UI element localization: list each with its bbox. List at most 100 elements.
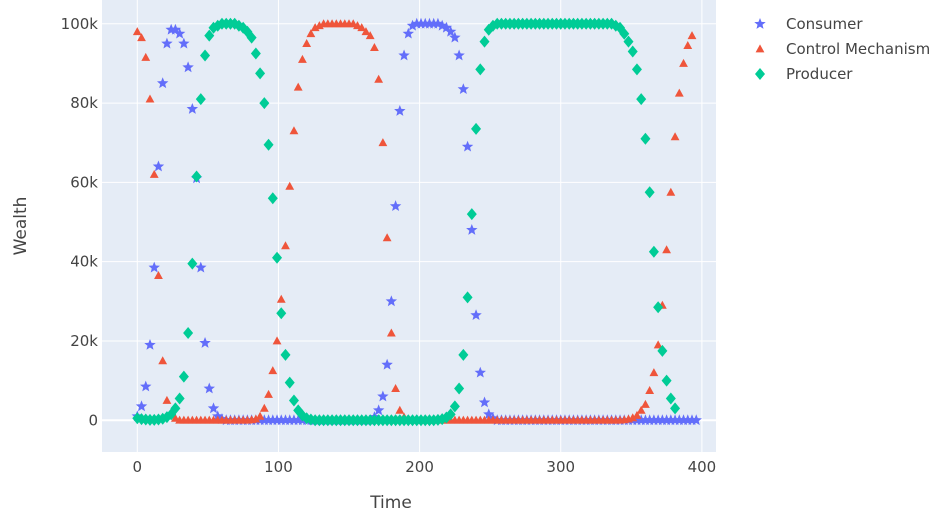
data-point (385, 295, 398, 307)
data-point (195, 93, 206, 106)
data-point (264, 389, 273, 398)
data-point (279, 414, 292, 426)
x-axis-title: Time (369, 493, 412, 513)
data-point (690, 414, 702, 426)
x-tick-label: 400 (688, 458, 717, 476)
data-point (280, 348, 291, 361)
data-point (173, 27, 186, 39)
data-point (411, 17, 423, 29)
data-point (284, 414, 296, 426)
data-point (263, 138, 274, 151)
data-point (635, 414, 647, 426)
data-point (662, 245, 671, 254)
data-point (148, 261, 160, 273)
data-point (195, 261, 207, 273)
data-point (145, 94, 155, 103)
data-point (289, 126, 299, 135)
data-point (475, 63, 486, 76)
data-point (440, 21, 453, 33)
data-point (653, 340, 663, 349)
data-point (199, 336, 211, 348)
data-point (137, 33, 146, 42)
y-axis-tick-labels: 0 20k 40k 60k 80k 100k (61, 15, 99, 429)
data-point (381, 358, 393, 370)
data-point (302, 39, 312, 48)
data-point (445, 408, 456, 421)
data-point (204, 29, 215, 42)
data-point (259, 97, 270, 110)
data-point (423, 17, 436, 29)
data-point (378, 138, 388, 147)
data-point (207, 402, 220, 414)
legend-marker (755, 68, 765, 80)
data-point (377, 390, 389, 402)
data-point (178, 37, 190, 49)
data-point (641, 399, 650, 408)
legend-marker (754, 18, 766, 29)
data-point (156, 77, 169, 89)
data-point (432, 17, 444, 29)
data-point (670, 402, 681, 415)
x-axis-tick-labels: 0 100 200 300 400 (133, 458, 717, 476)
data-point (666, 187, 676, 196)
data-point (457, 83, 470, 95)
legend-item-control-mechanism[interactable]: Control Mechanism (755, 40, 931, 58)
data-point (389, 200, 402, 212)
data-point (268, 366, 278, 375)
data-point (631, 63, 642, 76)
data-point (135, 400, 148, 412)
data-point (419, 17, 431, 29)
data-point (453, 49, 465, 61)
data-point (648, 414, 660, 426)
data-point (656, 414, 669, 426)
data-point (182, 61, 194, 73)
data-point (275, 414, 287, 426)
data-point (648, 245, 659, 258)
data-point (152, 160, 165, 172)
data-point (154, 270, 163, 279)
data-point (665, 392, 676, 405)
data-point (149, 169, 159, 178)
data-point (140, 380, 152, 392)
data-point (483, 408, 495, 420)
data-point (636, 405, 646, 414)
data-point (288, 414, 300, 426)
data-point (165, 23, 177, 35)
data-point (144, 338, 156, 350)
data-point (169, 23, 182, 35)
data-point (203, 382, 215, 394)
data-point (474, 366, 486, 378)
x-tick-label: 200 (405, 458, 434, 476)
data-point (361, 27, 371, 36)
data-point (402, 27, 414, 39)
legend-item-producer[interactable]: Producer (755, 65, 853, 83)
legend-item-consumer[interactable]: Consumer (754, 15, 863, 33)
data-point (639, 414, 652, 426)
y-tick-label: 80k (70, 94, 98, 112)
data-point (627, 45, 638, 58)
data-point (284, 376, 295, 389)
data-point (276, 294, 286, 303)
data-point (636, 93, 647, 106)
legend[interactable]: Consumer Control Mechanism Producer (754, 15, 930, 83)
data-point (661, 374, 672, 387)
data-point (462, 291, 473, 304)
data-point (679, 58, 688, 67)
data-point (471, 122, 482, 135)
data-point (449, 400, 460, 413)
data-point (649, 368, 659, 377)
data-point (186, 103, 199, 114)
data-point (466, 208, 477, 221)
data-point (365, 31, 375, 40)
data-point (271, 414, 283, 426)
data-point (255, 411, 265, 420)
data-point (444, 25, 457, 37)
data-point (162, 395, 172, 404)
legend-label: Control Mechanism (786, 40, 930, 58)
data-point (132, 27, 142, 36)
data-point (170, 402, 181, 415)
data-point (259, 403, 269, 412)
data-point (619, 27, 630, 40)
data-point (427, 17, 440, 29)
